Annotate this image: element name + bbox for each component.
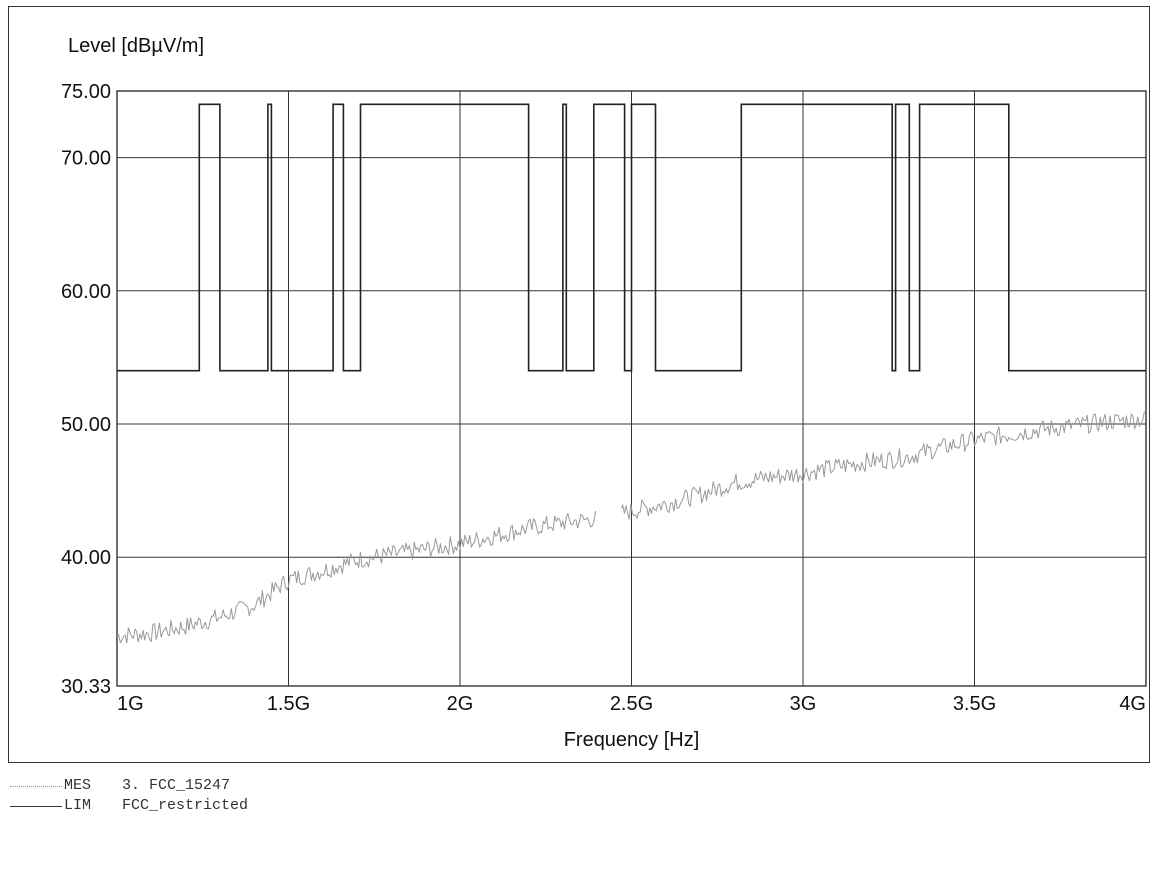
legend: MES 3. FCC_15247 LIM FCC_restricted [10,776,248,816]
x-tick-label: 2G [447,693,474,715]
y-tick-label: 75.00 [61,81,111,103]
legend-text-lim: FCC_restricted [122,797,249,814]
series-line-mes [116,510,597,644]
series-line-lim [117,103,1146,372]
y-tick-label: 30.33 [61,676,111,698]
plot-series [116,103,1146,644]
y-axis-title: Level [dBµV/m] [68,35,204,57]
legend-code-lim: LIM [64,797,92,814]
axes: 75.00 70.00 60.00 50.00 40.00 30.33 1G 1.5G 2G 2.… [61,81,1146,715]
legend-item-lim: LIM FCC_restricted [10,796,248,816]
x-tick-label: 1.5G [267,693,310,715]
legend-code-mes: MES [64,777,92,794]
legend-swatch-lim [10,805,62,807]
y-tick-label: 40.00 [61,547,111,569]
series-line-mes [620,411,1145,520]
y-tick-label: 60.00 [61,281,111,303]
chart: 75.00 70.00 60.00 50.00 40.00 30.33 1G 1.5G 2G 2.… [61,35,1147,751]
legend-swatch-mes [10,785,62,787]
x-tick-label: 3.5G [953,693,996,715]
legend-divider [8,762,1150,763]
legend-item-mes: MES 3. FCC_15247 [10,776,248,796]
x-tick-label: 2.5G [610,693,653,715]
x-tick-label: 4G [1119,693,1146,715]
x-tick-label: 3G [790,693,817,715]
grid [116,90,1147,687]
y-tick-label: 70.00 [61,148,111,170]
x-tick-label: 1G [117,693,144,715]
y-tick-label: 50.00 [61,414,111,436]
legend-text-mes: 3. FCC_15247 [122,777,231,794]
x-axis-title: Frequency [Hz] [564,729,700,751]
chart-frame [8,6,1150,762]
